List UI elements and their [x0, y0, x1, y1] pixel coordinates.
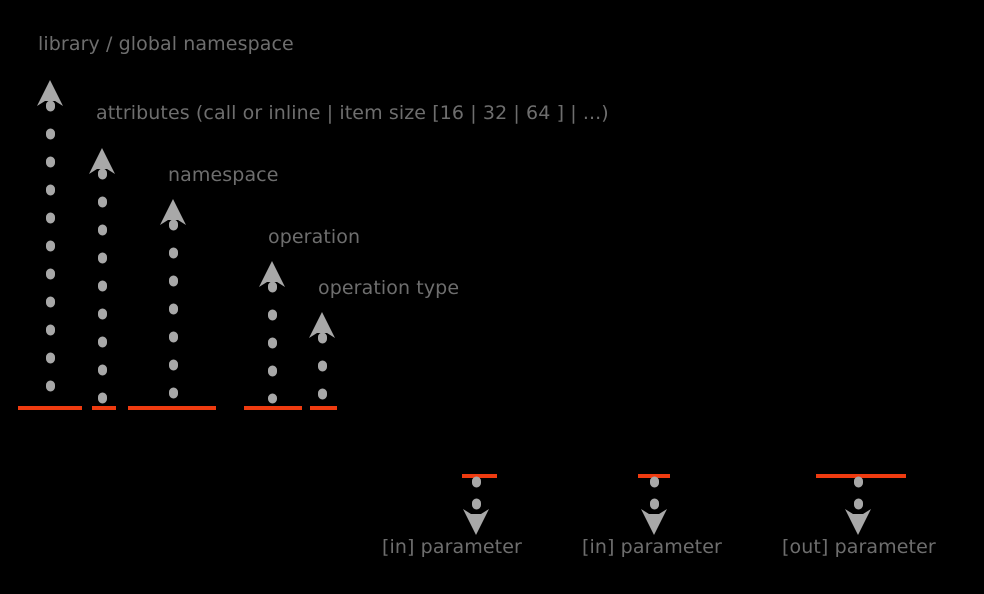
underline-param-seg-3 [816, 474, 906, 478]
label-attributes: attributes (call or inline | item size [… [96, 102, 609, 124]
arrow-namespace-shaft [168, 219, 178, 404]
underline-seg-library [18, 406, 82, 410]
arrow-namespace-head [160, 199, 186, 225]
arrow-param-3-shaft [853, 476, 863, 517]
label-namespace: namespace [168, 164, 279, 186]
arrow-param-1-shaft [471, 476, 481, 517]
underline-param-seg-2 [638, 474, 670, 478]
label-library-global-namespace: library / global namespace [38, 33, 294, 55]
label-operation: operation [268, 226, 361, 248]
label-in-parameter-2: [in] parameter [582, 536, 722, 558]
label-operation-type: operation type [318, 277, 460, 299]
arrow-param-1-head [463, 509, 489, 535]
arrow-attributes-head [89, 148, 115, 174]
label-out-parameter-1: [out] parameter [782, 536, 936, 558]
arrow-operation-type-shaft [317, 332, 327, 404]
underline-seg-operation-type [310, 406, 337, 410]
arrow-library-shaft [45, 100, 55, 404]
underline-seg-namespace [128, 406, 216, 410]
underline-param-seg-1 [462, 474, 497, 478]
underline-seg-attributes [92, 406, 116, 410]
arrow-param-2-head [641, 509, 667, 535]
underline-seg-operation [244, 406, 302, 410]
arrow-param-3-head [845, 509, 871, 535]
arrow-operation-type-head [309, 312, 335, 338]
label-in-parameter-1: [in] parameter [382, 536, 522, 558]
arrow-attributes-shaft [97, 168, 107, 404]
arrow-operation-shaft [267, 281, 277, 404]
arrow-param-2-shaft [649, 476, 659, 517]
arrow-operation-head [259, 261, 285, 287]
arrow-library-head [37, 80, 63, 106]
